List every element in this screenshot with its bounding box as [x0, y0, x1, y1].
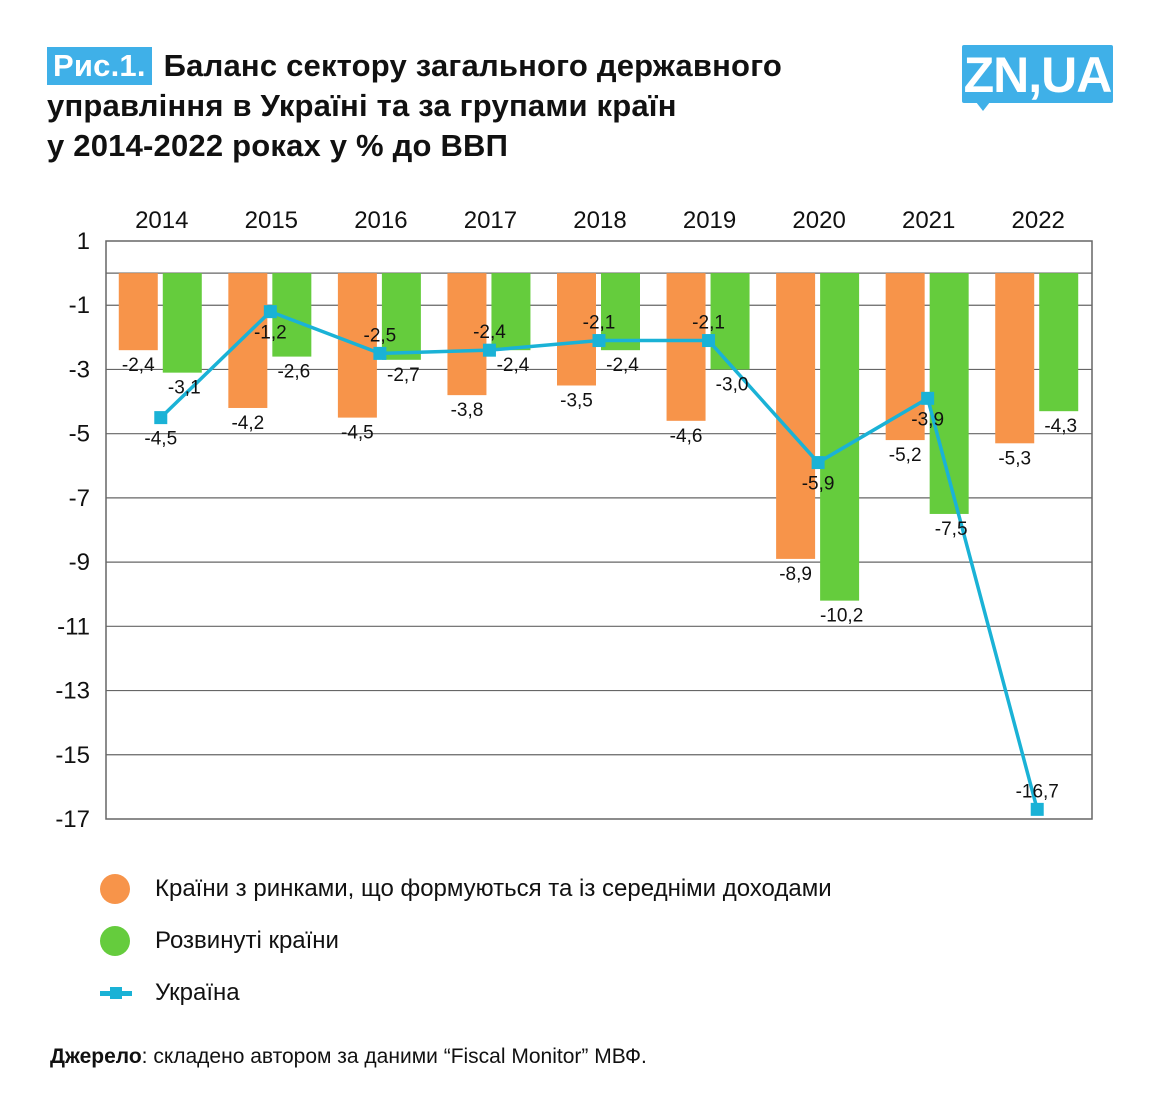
data-label-emerging: -3,5: [560, 391, 593, 412]
x-tick-label: 2020: [792, 207, 845, 234]
ukraine-marker: [921, 391, 935, 405]
chart-title: Рис.1. Баланс сектору загального державно…: [47, 46, 927, 166]
title-line-1: Рис.1. Баланс сектору загального державно…: [47, 46, 927, 86]
data-label-emerging: -8,9: [779, 564, 812, 585]
data-label-ukraine: -1,2: [254, 323, 287, 344]
data-label-advanced: -7,5: [935, 519, 968, 540]
ukraine-marker: [1030, 802, 1044, 816]
bar-emerging: [228, 273, 268, 408]
source-text: : складено автором за даними “Fiscal Mon…: [141, 1045, 647, 1068]
data-label-advanced: -2,4: [606, 355, 639, 376]
data-label-emerging: -4,5: [341, 423, 374, 444]
bar-emerging: [666, 273, 706, 421]
data-label-ukraine: -2,5: [364, 325, 397, 346]
bar-advanced: [820, 273, 860, 601]
data-label-ukraine: -4,5: [144, 429, 177, 450]
data-label-emerging: -4,2: [231, 413, 264, 434]
bar-emerging: [447, 273, 487, 396]
green-circle-icon: [100, 926, 130, 956]
bar-advanced: [491, 273, 531, 351]
data-label-advanced: -3,1: [168, 378, 201, 399]
square-marker-icon: [110, 987, 122, 999]
data-label-advanced: -2,4: [497, 355, 530, 376]
source-label: Джерело: [50, 1045, 142, 1068]
legend-label: Україна: [155, 979, 240, 1006]
plot-frame: [105, 240, 1093, 820]
data-label-advanced: -3,0: [716, 374, 749, 395]
y-tick-label: -9: [69, 549, 90, 576]
legend-label: Країни з ринками, що формуються та із се…: [155, 875, 832, 902]
data-label-emerging: -2,4: [122, 355, 155, 376]
y-tick-label: -17: [55, 806, 90, 833]
bar-advanced: [381, 273, 421, 360]
chart-svg: -2,4 -3,1 -4,2 -2,6 -4,5 -2,7 -3,8 -2,4 -3,5 -2,4…: [55, 207, 1093, 833]
ukraine-marker: [482, 343, 496, 357]
data-label-ukraine: -5,9: [802, 474, 835, 495]
x-tick-label: 2022: [1012, 207, 1065, 234]
speech-bubble-tail-icon: [976, 102, 990, 111]
data-label-ukraine: -3,9: [911, 409, 944, 430]
data-label-emerging: -3,8: [451, 400, 484, 421]
bar-emerging: [118, 273, 158, 351]
x-tick-label: 2015: [245, 207, 298, 234]
title-line-3: у 2014-2022 роках у % до ВВП: [47, 128, 509, 163]
x-tick-label: 2016: [354, 207, 407, 234]
x-tick-label: 2018: [573, 207, 626, 234]
y-tick-label: -13: [55, 678, 90, 705]
legend-label: Розвинуті країни: [155, 927, 339, 954]
data-label-emerging: -5,2: [889, 445, 922, 466]
figure-tag: Рис.1.: [47, 47, 152, 85]
ukraine-marker: [592, 334, 606, 348]
y-tick-label: -1: [69, 292, 90, 319]
bar-advanced: [1039, 273, 1079, 412]
x-tick-label: 2019: [683, 207, 736, 234]
y-tick-label: -7: [69, 485, 90, 512]
bar-advanced: [710, 273, 750, 370]
x-tick-label: 2021: [902, 207, 955, 234]
data-label-ukraine: -16,7: [1016, 781, 1059, 802]
data-label-ukraine: -2,1: [583, 313, 616, 334]
y-tick-label: -15: [55, 742, 90, 769]
ukraine-line: [154, 305, 1044, 816]
axes: 1 -1 -3 -5 -7 -9 -11 -13 -15 -17 2014 2015 2016 2017 2…: [55, 207, 1093, 833]
data-label-emerging: -5,3: [998, 448, 1031, 469]
y-tick-label: -5: [69, 421, 90, 448]
title-line-2: управління в Україні та за групами країн: [47, 88, 677, 123]
data-label-ukraine: -2,4: [473, 322, 506, 343]
data-label-advanced: -4,3: [1044, 416, 1077, 437]
bar-emerging: [776, 273, 816, 559]
logo-text: ZN,UA: [963, 47, 1113, 103]
source-note: Джерело: складено автором за даними “Fis…: [50, 1043, 647, 1071]
data-label-advanced: -2,7: [387, 365, 420, 386]
data-label-advanced: -2,6: [277, 362, 310, 383]
data-label-ukraine: -2,1: [692, 313, 725, 334]
zn-ua-logo: ZN,UA: [962, 45, 1113, 111]
data-label-emerging: -4,6: [670, 426, 703, 447]
ukraine-marker: [263, 305, 277, 319]
y-tick-label: -11: [57, 613, 90, 640]
y-tick-label: -3: [69, 356, 90, 383]
bar-advanced: [162, 273, 202, 373]
bar-emerging: [557, 273, 596, 386]
ukraine-marker: [702, 334, 716, 348]
ukraine-marker: [373, 346, 387, 360]
ukraine-marker: [811, 456, 825, 470]
bar-advanced: [601, 273, 640, 351]
gridlines: [106, 272, 1092, 756]
bar-emerging: [995, 273, 1035, 444]
y-tick-label: 1: [77, 228, 90, 255]
ukraine-marker: [154, 411, 168, 425]
orange-circle-icon: [100, 874, 130, 904]
x-tick-label: 2014: [135, 207, 188, 234]
bars: [118, 273, 1079, 601]
title-text-1: Баланс сектору загального державного: [163, 48, 783, 83]
data-label-advanced: -10,2: [820, 606, 863, 627]
data-labels: -2,4 -3,1 -4,2 -2,6 -4,5 -2,7 -3,8 -2,4 -3,5 -2,4…: [122, 313, 1077, 803]
x-tick-label: 2017: [464, 207, 517, 234]
